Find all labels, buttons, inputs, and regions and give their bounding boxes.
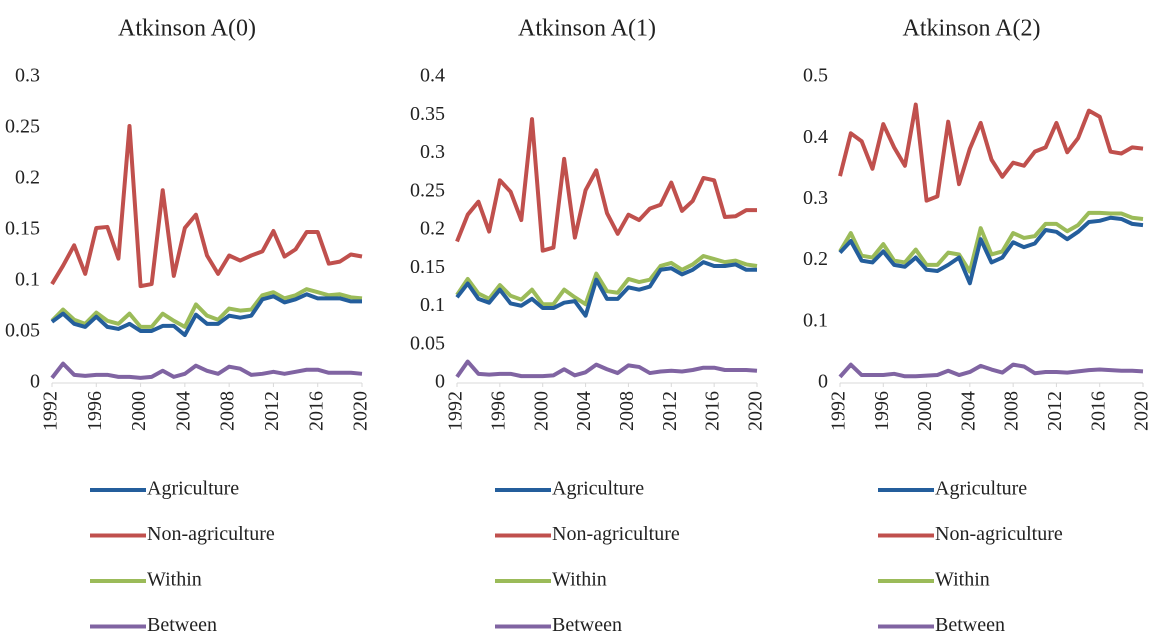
legend-label: Agriculture: [147, 478, 239, 500]
y-tick-label: 0.05: [5, 320, 40, 342]
y-tick-label: 0: [30, 371, 40, 393]
chart-panel: 0 0.1 0.2 0.3 0.4 0.5 1992 1996 2000 2004 2008 2012…: [803, 16, 1153, 636]
x-tick-label: 2000: [128, 391, 150, 431]
y-tick-label: 0.15: [5, 218, 40, 240]
x-tick-label: 2004: [957, 391, 979, 431]
chart-panel: 0 0.05 0.1 0.15 0.2 0.25 0.3 1992 1996 2000 2004 20…: [5, 16, 372, 636]
legend-label: Between: [552, 614, 622, 636]
series-line: [455, 260, 757, 318]
y-tick-label: 0.1: [803, 309, 828, 331]
legend-label: Agriculture: [935, 478, 1027, 500]
series-line: [838, 102, 1144, 203]
y-tick-label: 0.4: [803, 126, 828, 148]
legend-label: Between: [147, 614, 217, 636]
chart-title: Atkinson A(2): [903, 16, 1041, 42]
legend-label: Within: [147, 569, 202, 591]
x-tick-label: 2016: [1087, 391, 1109, 431]
x-tick-label: 2012: [659, 391, 681, 431]
y-tick-label: 0: [435, 371, 445, 393]
legend-label: Within: [935, 569, 990, 591]
x-tick-label: 2012: [1044, 391, 1066, 431]
x-tick-label: 1992: [445, 391, 467, 431]
chart-title: Atkinson A(1): [518, 16, 656, 42]
series-line: [50, 123, 363, 289]
x-tick-label: 1996: [487, 391, 509, 431]
series-line: [50, 292, 362, 338]
y-tick-label: 0.05: [410, 332, 445, 354]
x-tick-label: 2000: [914, 391, 936, 431]
series-line: [455, 117, 757, 253]
x-tick-label: 2020: [350, 391, 372, 431]
x-tick-label: 1992: [828, 391, 850, 431]
x-tick-label: 1996: [84, 391, 106, 431]
series-line: [838, 210, 1144, 274]
y-tick-label: 0.25: [5, 116, 40, 138]
x-tick-label: 2000: [530, 391, 552, 431]
series-line: [455, 359, 758, 379]
y-tick-label: 0.2: [803, 248, 828, 270]
series-line: [50, 287, 363, 329]
x-tick-label: 1992: [40, 391, 62, 431]
legend-label: Non-agriculture: [552, 523, 680, 545]
y-tick-label: 0.25: [410, 179, 445, 201]
legend-label: Within: [552, 569, 607, 591]
series-line: [838, 215, 1144, 286]
x-tick-label: 2020: [1131, 391, 1153, 431]
x-tick-label: 2008: [1001, 391, 1023, 431]
y-tick-label: 0.1: [15, 269, 40, 291]
y-tick-label: 0.4: [420, 65, 445, 87]
legend-label: Non-agriculture: [935, 523, 1063, 545]
x-tick-label: 2020: [745, 391, 767, 431]
y-tick-label: 0.2: [15, 167, 40, 189]
x-tick-label: 2008: [616, 391, 638, 431]
x-tick-label: 1996: [871, 391, 893, 431]
legend-label: Non-agriculture: [147, 523, 275, 545]
y-tick-label: 0.3: [803, 187, 828, 209]
x-tick-label: 2012: [261, 391, 283, 431]
x-tick-label: 2004: [573, 391, 595, 431]
y-tick-label: 0.1: [420, 294, 445, 316]
chart-panel: 0 0.05 0.1 0.15 0.2 0.25 0.3 0.35 0.4 1992 1996 200…: [410, 16, 767, 636]
series-line: [50, 361, 363, 380]
y-tick-label: 0.3: [15, 65, 40, 87]
y-tick-label: 0.15: [410, 256, 445, 278]
y-tick-label: 0.5: [803, 65, 828, 87]
legend-label: Agriculture: [552, 478, 644, 500]
x-tick-label: 2016: [305, 391, 327, 431]
y-tick-label: 0: [818, 371, 828, 393]
y-tick-label: 0.2: [420, 218, 445, 240]
chart-title: Atkinson A(0): [118, 16, 256, 42]
x-tick-label: 2008: [217, 391, 239, 431]
series-line: [838, 362, 1144, 379]
series-line: [455, 254, 758, 307]
y-tick-label: 0.35: [410, 103, 445, 125]
y-tick-label: 0.3: [420, 141, 445, 163]
x-tick-label: 2016: [702, 391, 724, 431]
x-tick-label: 2004: [172, 391, 194, 431]
legend-label: Between: [935, 614, 1005, 636]
